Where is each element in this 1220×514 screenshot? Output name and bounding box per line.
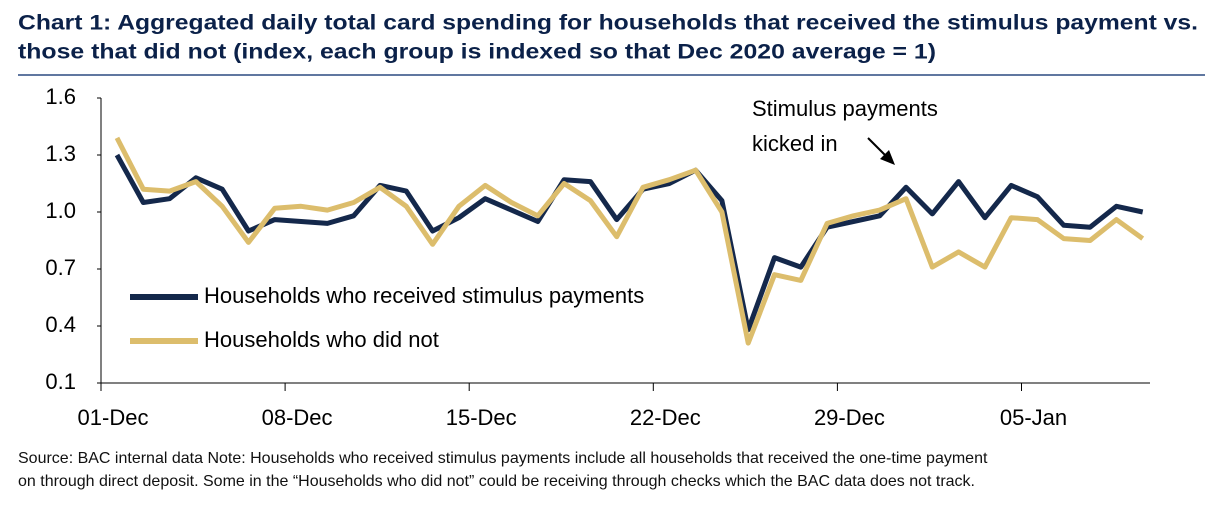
annotation: kicked in: [752, 131, 838, 156]
legend-label: Households who received stimulus payment…: [204, 283, 644, 308]
series-line: [114, 136, 1145, 346]
y-tick-label: 0.7: [45, 255, 76, 280]
x-tick-label: 08-Dec: [262, 405, 333, 430]
chart-title: Chart 1: Aggregated daily total card spe…: [18, 12, 1198, 35]
x-tick-label: 22-Dec: [630, 405, 701, 430]
legend-label: Households who did not: [204, 327, 439, 352]
x-tick-label: 05-Jan: [1000, 405, 1067, 430]
x-tick-label: 15-Dec: [446, 405, 517, 430]
series-line: [114, 153, 1144, 333]
annotation-arrowhead: [880, 150, 895, 165]
footnote: Source: BAC internal data Note: Househol…: [18, 450, 988, 467]
annotation: Stimulus payments: [752, 96, 938, 121]
x-tick-label: 01-Dec: [78, 405, 149, 430]
y-tick-label: 1.0: [45, 198, 76, 223]
y-tick-label: 0.4: [45, 312, 76, 337]
footnote: on through direct deposit. Some in the “…: [18, 473, 975, 490]
y-tick-label: 1.6: [45, 84, 76, 109]
x-tick-label: 29-Dec: [814, 405, 885, 430]
chart-title: those that did not (index, each group is…: [18, 41, 936, 64]
y-tick-label: 1.3: [45, 141, 76, 166]
y-tick-label: 0.1: [45, 369, 76, 394]
